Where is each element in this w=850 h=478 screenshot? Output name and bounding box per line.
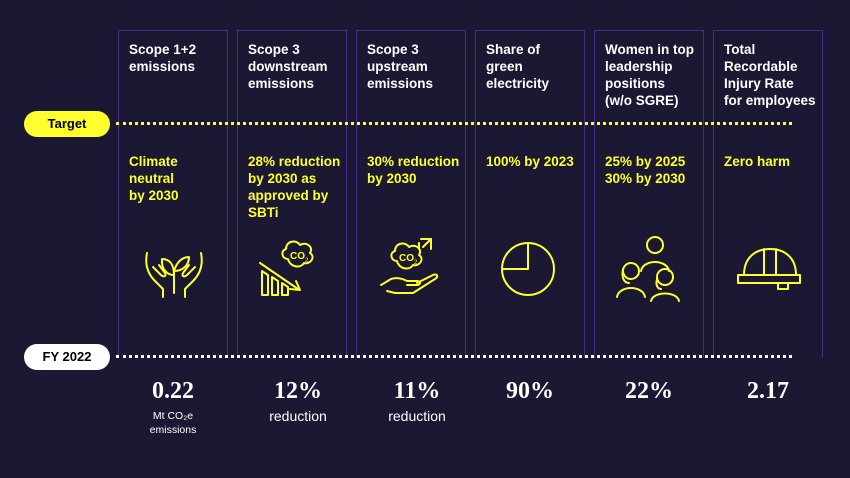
column-target: 28% reduction by 2030 as approved by SBT… [248, 154, 341, 220]
target-label: Target [24, 111, 110, 137]
co2-reduction-chart-icon: CO 2 [259, 240, 314, 296]
hard-hat-icon [737, 248, 801, 290]
svg-text:CO: CO [290, 251, 305, 262]
value-sub-scope-3-downstream: reduction [269, 408, 327, 424]
column-title: Scope 3 upstream emissions [367, 42, 434, 91]
people-group-icon [616, 236, 680, 302]
value-injury-rate: 2.17 [747, 378, 789, 404]
hands-plant-icon [145, 252, 203, 298]
column-scope-1-2: Scope 1+2 emissions Climate neutral by 2… [118, 30, 228, 358]
fy-label: FY 2022 [24, 344, 110, 370]
value-sub-scope-3-upstream: reduction [388, 408, 446, 424]
column-target: 100% by 2023 [486, 154, 574, 169]
svg-text:2: 2 [305, 258, 309, 264]
column-title: Women in top leadership positions (w/o S… [605, 42, 694, 108]
value-sub-scope-1-2: Mt CO₂e emissions [149, 410, 197, 436]
column-injury-rate: Total Recordable Injury Rate for employe… [713, 30, 823, 358]
column-target: 25% by 2025 30% by 2030 [605, 154, 686, 186]
column-title: Scope 1+2 emissions [129, 42, 197, 74]
value-green-electricity: 90% [506, 378, 554, 404]
pie-chart-icon [501, 242, 555, 296]
target-divider [116, 122, 792, 125]
column-target: Climate neutral by 2030 [129, 154, 179, 203]
column-title: Share of green electricity [486, 42, 550, 91]
svg-text:2: 2 [414, 260, 418, 266]
column-title: Scope 3 downstream emissions [248, 42, 328, 91]
svg-text:CO: CO [399, 253, 414, 264]
fy-divider [116, 355, 792, 358]
value-scope-1-2: 0.22 [152, 378, 194, 404]
column-scope-3-downstream: Scope 3 downstream emissions 28% reducti… [237, 30, 347, 358]
column-green-electricity: Share of green electricity 100% by 2023 [475, 30, 585, 358]
column-title: Total Recordable Injury Rate for employe… [724, 42, 816, 108]
value-scope-3-downstream: 12% [274, 378, 322, 404]
value-women-leadership: 22% [625, 378, 673, 404]
column-scope-3-upstream: Scope 3 upstream emissions 30% reduction… [356, 30, 466, 358]
value-scope-3-upstream: 11% [393, 378, 441, 404]
column-target: Zero harm [724, 154, 791, 169]
column-target: 30% reduction by 2030 [367, 154, 460, 186]
column-women-leadership: Women in top leadership positions (w/o S… [594, 30, 704, 358]
co2-hand-icon: CO 2 [380, 238, 439, 294]
